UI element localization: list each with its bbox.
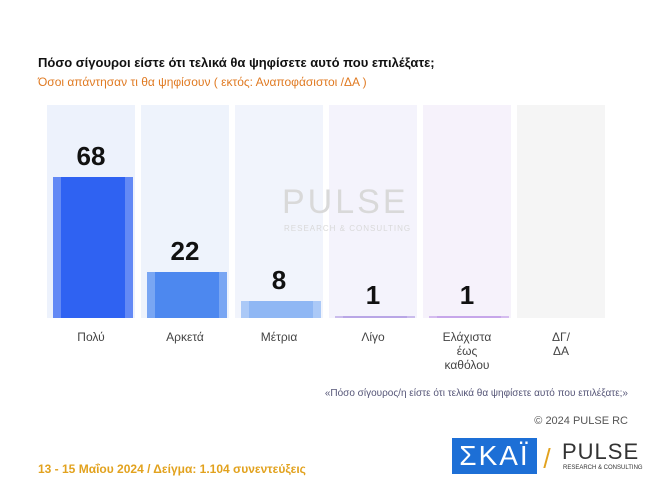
survey-info: 13 - 15 Μαΐου 2024 / Δείγμα: 1.104 συνεν… [38,462,306,476]
x-tick-label: Ελάχιστα έως καθόλου [442,330,492,372]
bar [335,315,415,318]
chart-title: Πόσο σίγουροι είστε ότι τελικά θα ψηφίσε… [38,55,435,70]
x-tick-label: Λίγο [361,330,385,344]
chart-subtitle: Όσοι απάντησαν τι θα ψηφίσουν ( εκτός: Α… [38,75,367,89]
value-label: 1 [459,279,475,310]
column-background [517,105,605,318]
bar [53,177,133,318]
bar [147,272,227,318]
watermark: PULSE [282,183,409,221]
pulse-icon [543,448,563,468]
value-label: 22 [170,236,200,267]
question-note: «Πόσο σίγουρος/η είστε ότι τελικά θα ψηφ… [324,388,628,399]
x-tick-label: Μέτρια [260,330,298,344]
pulse-logo: PULSE [562,439,640,464]
value-label: 1 [365,279,381,310]
x-tick-label: ΔΓ/ ΔΑ [552,330,570,358]
copyright: © 2024 PULSE RC [534,415,628,427]
pulse-logo-sub: RESEARCH & CONSULTING [563,465,643,471]
column-background [235,105,323,318]
x-tick-label: Πολύ [77,330,105,344]
column-background [329,105,417,318]
bar [429,315,509,318]
value-label: 68 [76,141,106,172]
skai-logo: ΣΚΑΪ [452,438,537,474]
column-background [423,105,511,318]
watermark-sub: RESEARCH & CONSULTING [284,224,412,233]
bar [241,301,321,318]
value-label: 8 [271,265,287,296]
x-tick-label: Αρκετά [166,330,204,344]
